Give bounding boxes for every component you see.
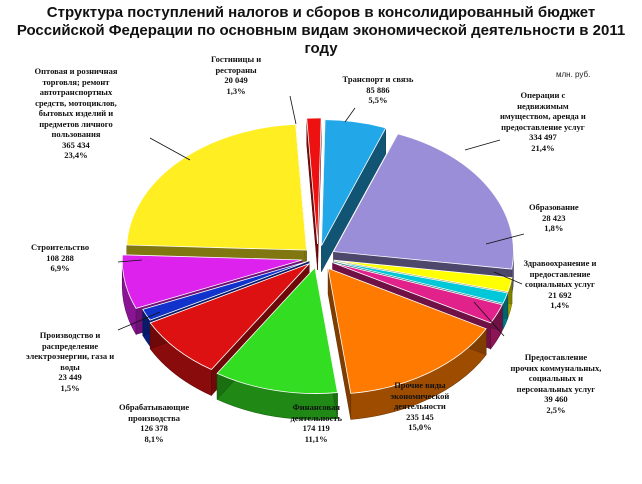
slice-label-text: Строительство: [31, 242, 90, 252]
slice-label-text: торговля; ремонт: [42, 76, 110, 87]
slice-label-text: электроэнергии, газа и: [26, 351, 115, 361]
pie-slice-6: [327, 267, 487, 394]
unit-label: млн. руб.: [556, 70, 591, 79]
slice-label-text: предоставление: [529, 268, 591, 279]
pie-slice-10: [121, 254, 303, 309]
pie-slice-12: [306, 117, 322, 245]
slice-percent: 15,0%: [408, 422, 432, 432]
slice-percent: 21,4%: [531, 142, 555, 153]
pie-slice-8: [149, 263, 310, 370]
slice-value: 126 378: [140, 423, 168, 433]
slice-value: 23 449: [58, 372, 82, 382]
slice-percent: 5,5%: [368, 95, 388, 105]
slice-label-6: Прочие виды экономической деятельности 235 …: [391, 380, 450, 433]
slice-value: 20 049: [224, 75, 248, 85]
leader-line-2: [464, 139, 501, 151]
slice-label-text: средств, мотоциклов,: [35, 97, 117, 108]
pie-slice-5: [332, 262, 503, 324]
slice-label-text: Оптовая и розничная: [34, 66, 118, 76]
slice-label-text: имуществом, аренда и: [500, 111, 586, 121]
slice-label-3: Образование 28 423 1,8%: [529, 202, 579, 234]
slice-label-text: предметов личного: [39, 118, 113, 129]
slice-label-text: пользования: [51, 129, 101, 139]
slice-percent: 6,9%: [50, 263, 70, 273]
slice-label-10: Строительство 108 288 6,9%: [31, 242, 89, 274]
slice-label-2: Операции с недвижимым имуществом, аренда и…: [500, 90, 586, 153]
slice-label-text: Образование: [529, 202, 579, 212]
slice-value: 85 886: [366, 84, 390, 95]
slice-label-text: Производство и: [39, 330, 101, 340]
slice-label-12: Гостиницы и рестораны 20 049 1,3%: [211, 54, 261, 96]
slice-label-text: воды: [60, 361, 80, 372]
slice-value: 235 145: [406, 411, 434, 422]
slice-percent: 23,4%: [64, 150, 88, 160]
slice-label-text: производства: [128, 412, 180, 423]
chart-title: Структура поступлений налогов и сборов в…: [0, 4, 642, 58]
slice-label-text: Обрабатывающие: [119, 402, 190, 412]
slice-value: 108 288: [46, 252, 74, 263]
chart-title-line-1: Структура поступлений налогов и сборов в…: [46, 4, 596, 21]
slice-label-text: предоставление услуг: [501, 121, 585, 132]
leader-line-5: [473, 301, 505, 337]
slice-value: 174 119: [302, 423, 330, 433]
slice-percent: 11,1%: [304, 433, 328, 444]
pie-slice-2: [332, 133, 514, 270]
slice-label-text: Финансовая: [292, 402, 340, 412]
slice-label-text: Здравоохранение и: [523, 258, 597, 268]
slice-label-7: Финансовая деятельность 174 119 11,1%: [291, 402, 342, 444]
slice-percent: 1,8%: [544, 223, 564, 233]
slice-percent: 1,5%: [60, 382, 80, 393]
leader-line-12: [289, 95, 297, 125]
slice-label-text: социальных и: [528, 373, 584, 383]
slice-percent: 8,1%: [144, 433, 164, 444]
slice-label-text: Операции с: [520, 90, 566, 100]
slice-percent: 1,4%: [550, 300, 570, 310]
pie-slice-3: [333, 259, 513, 293]
slice-label-text: Гостиницы и: [211, 54, 262, 64]
slice-value: 21 692: [548, 289, 572, 300]
leader-line-3: [485, 233, 525, 245]
slice-label-text: рестораны: [215, 64, 257, 75]
slice-value: 28 423: [542, 212, 566, 223]
chart-title-line-2: Российской Федерации по основным видам э…: [16, 22, 626, 57]
slice-label-5: Предоставление прочих коммунальных, социал…: [511, 352, 602, 415]
pie-slice-4: [333, 260, 509, 304]
slice-label-text: распределение: [41, 340, 99, 351]
leader-line-9: [117, 311, 161, 331]
leader-line-10: [117, 259, 143, 263]
slice-label-text: деятельность: [290, 412, 342, 423]
slice-label-text: Транспорт и связь: [342, 74, 414, 84]
slice-label-11: Оптовая и розничная торговля; ремонт автот…: [35, 66, 118, 161]
slice-label-text: прочих коммунальных,: [510, 362, 602, 373]
pie-slice-9: [142, 260, 310, 321]
leader-line-1: [344, 107, 356, 123]
slice-label-text: недвижимым: [517, 100, 569, 111]
pie-slice-11: [126, 123, 308, 251]
slice-label-text: автотранспортных: [39, 87, 113, 97]
slice-label-text: бытовых изделий и: [38, 108, 114, 118]
slice-label-text: социальных услуг: [524, 279, 595, 289]
slice-label-text: Прочие виды: [394, 380, 446, 390]
slice-percent: 2,5%: [546, 404, 566, 415]
slice-label-1: Транспорт и связь 85 886 5,5%: [343, 74, 414, 106]
slice-value: 39 460: [544, 394, 568, 404]
leader-line-4: [493, 271, 523, 285]
slice-label-text: Предоставление: [524, 352, 588, 362]
slice-label-4: Здравоохранение и предоставление социальны…: [524, 258, 597, 311]
slice-value: 334 497: [529, 132, 557, 142]
slice-label-text: деятельности: [393, 401, 446, 411]
slice-percent: 1,3%: [226, 85, 246, 96]
pie-slice-7: [216, 266, 338, 394]
slice-label-text: персональных услуг: [516, 383, 596, 394]
slice-value: 365 434: [62, 139, 90, 150]
leader-line-11: [149, 137, 191, 161]
slice-label-text: экономической: [390, 390, 450, 401]
slice-label-8: Обрабатывающие производства 126 378 8,1%: [119, 402, 189, 444]
slice-label-9: Производство и распределение электроэнерги…: [26, 330, 114, 393]
pie-slice-1: [321, 119, 387, 246]
